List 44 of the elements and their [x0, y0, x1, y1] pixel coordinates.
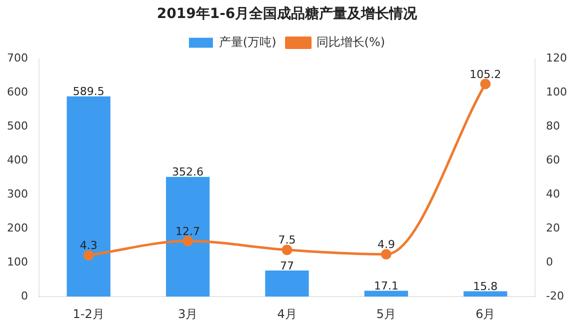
y-tick-label: 100 — [6, 255, 28, 268]
chart-title: 2019年1-6月全国成品糖产量及增长情况 — [156, 5, 418, 22]
y-tick-label: 700 — [6, 52, 28, 65]
point — [480, 78, 491, 90]
y-tick-label: 400 — [6, 154, 28, 167]
data-label: 15.8 — [473, 280, 498, 294]
data-label: 105.2 — [470, 68, 502, 81]
data-label: 7.5 — [278, 234, 296, 247]
bar — [464, 291, 508, 297]
data-label: 77 — [280, 259, 294, 272]
data-label: 12.7 — [176, 224, 200, 238]
data-label: 17.1 — [374, 280, 398, 293]
bar — [166, 176, 210, 297]
y2-tick-label: 40 — [546, 188, 560, 201]
data-label: 352.6 — [172, 166, 204, 179]
legend-label: 产量(万吨) — [218, 34, 276, 49]
point — [380, 249, 392, 260]
bar — [265, 270, 309, 297]
y-tick-label: 600 — [6, 86, 28, 99]
x-tick-label: 4月 — [277, 306, 297, 321]
y-tick-label: 300 — [6, 188, 28, 201]
y2-tick-label: 0 — [546, 255, 554, 268]
x-tick-label: 3月 — [178, 306, 198, 321]
y2-tick-label: 60 — [546, 154, 560, 167]
y2-tick-label: 120 — [546, 52, 568, 65]
bar — [364, 290, 408, 297]
y-tick-label: 0 — [20, 289, 28, 302]
y2-tick-label: 80 — [546, 120, 560, 133]
bar — [66, 96, 110, 297]
data-label: 4.9 — [377, 238, 395, 252]
data-label: 589.5 — [72, 85, 104, 98]
legend-label: 同比增长(%) — [316, 34, 386, 49]
x-tick-label: 6月 — [476, 306, 496, 321]
y2-tick-label: 20 — [546, 222, 560, 235]
y-tick-label: 200 — [6, 222, 28, 235]
point — [83, 250, 94, 261]
x-tick-label: 1-2月 — [72, 306, 104, 321]
y-tick-label: 500 — [6, 120, 28, 133]
point — [282, 244, 292, 256]
x-tick-label: 5月 — [376, 306, 396, 321]
data-label: 4.3 — [80, 239, 98, 252]
y2-tick-label: -20 — [546, 289, 564, 302]
y2-tick-label: 100 — [546, 86, 568, 99]
point — [182, 236, 194, 246]
